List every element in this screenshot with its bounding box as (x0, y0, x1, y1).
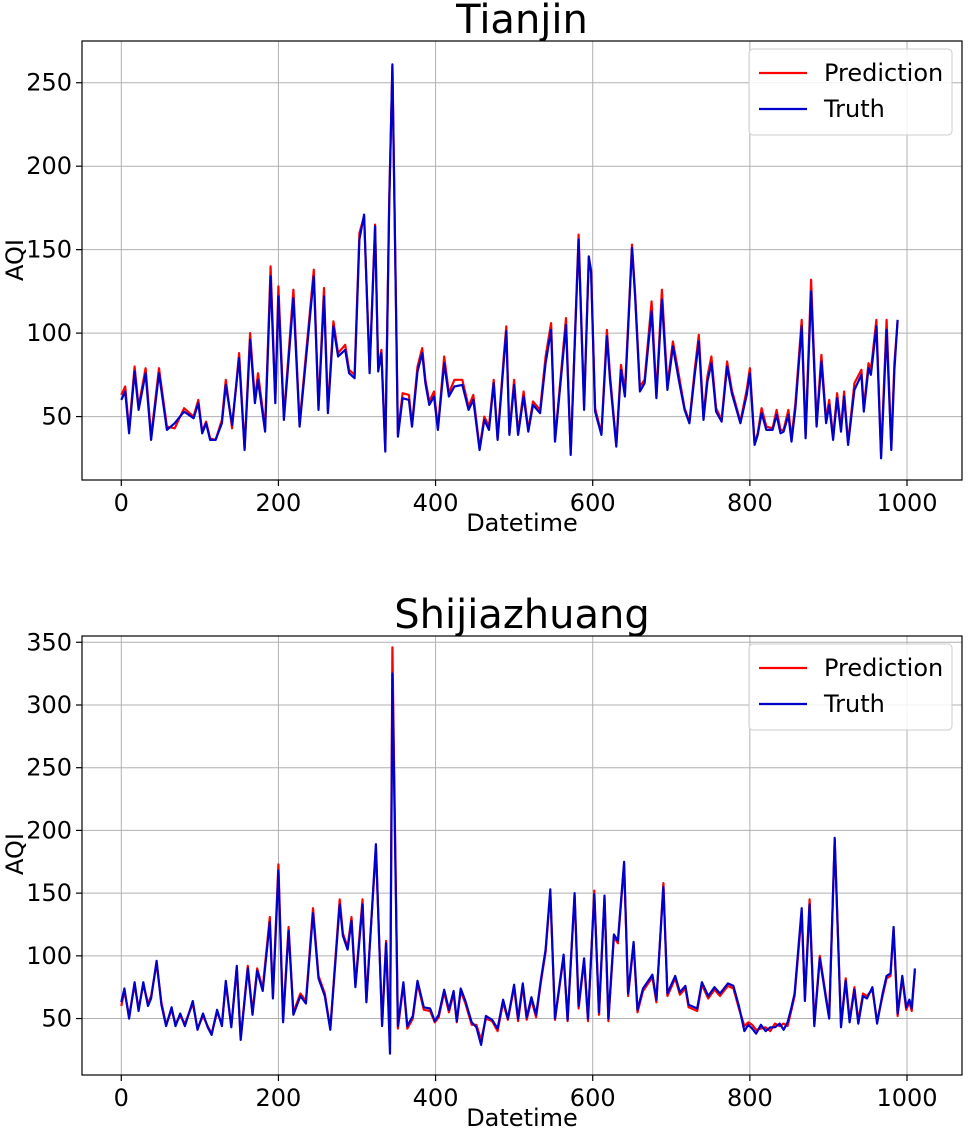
legend: Prediction Truth (748, 643, 953, 731)
y-axis-label: AQI (1, 239, 29, 281)
chart-tianjin: Tianjin AQI Datetime 0 200 400 600 800 1000 50… (1, 0, 963, 537)
legend: Prediction Truth (748, 48, 953, 136)
legend-box (748, 643, 953, 731)
x-tick-label: 600 (570, 1084, 616, 1112)
y-tick-label: 50 (41, 403, 72, 431)
y-tick-label: 150 (26, 236, 72, 264)
legend-label-truth: Truth (823, 690, 885, 718)
chart-shijiazhuang: Shijiazhuang AQI Datetime 0 200 400 600 800 1… (1, 592, 963, 1130)
y-tick-label: 100 (26, 319, 72, 347)
y-tick-label: 50 (41, 1005, 72, 1033)
x-axis-label: Datetime (466, 1104, 578, 1130)
y-tick-label: 250 (26, 69, 72, 97)
x-tick-label: 1000 (876, 489, 937, 517)
x-tick-label: 800 (727, 1084, 773, 1112)
y-tick-label: 300 (26, 691, 72, 719)
legend-label-prediction: Prediction (824, 59, 943, 87)
x-tick-label: 600 (570, 489, 616, 517)
x-tick-label: 200 (256, 489, 302, 517)
legend-box (748, 48, 953, 136)
x-tick-label: 0 (114, 1084, 129, 1112)
series-line-truth (120, 63, 899, 460)
legend-label-prediction: Prediction (824, 654, 943, 682)
y-tick-label: 200 (26, 816, 72, 844)
x-tick-label: 400 (413, 1084, 459, 1112)
x-axis-label: Datetime (466, 509, 578, 537)
y-tick-label: 100 (26, 942, 72, 970)
plot-area (120, 646, 916, 1055)
x-tick-label: 0 (114, 489, 129, 517)
y-tick-label: 200 (26, 152, 72, 180)
chart-title: Shijiazhuang (394, 592, 650, 638)
plot-area (120, 63, 899, 460)
x-tick-label: 400 (413, 489, 459, 517)
x-tick-label: 1000 (876, 1084, 937, 1112)
x-tick-label: 200 (256, 1084, 302, 1112)
series-line-truth (120, 672, 916, 1055)
axes-frame (81, 40, 963, 481)
y-axis-label: AQI (1, 833, 29, 875)
y-tick-label: 150 (26, 879, 72, 907)
legend-label-truth: Truth (823, 95, 885, 123)
y-tick-label: 350 (26, 628, 72, 656)
y-tick-label: 250 (26, 754, 72, 782)
x-tick-label: 800 (727, 489, 773, 517)
axes-frame (81, 635, 963, 1076)
chart-title: Tianjin (455, 0, 588, 43)
